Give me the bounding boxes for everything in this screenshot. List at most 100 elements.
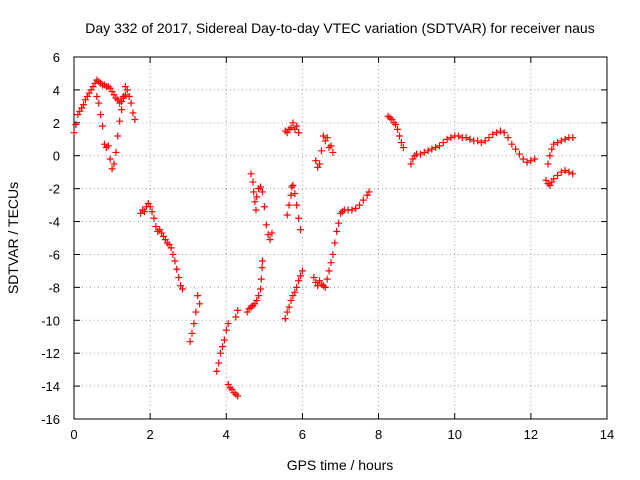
data-point — [554, 139, 562, 147]
data-point — [293, 201, 301, 209]
data-point — [462, 134, 470, 142]
data-point — [289, 119, 297, 127]
data-point — [253, 297, 261, 305]
data-point — [481, 137, 489, 145]
data-point — [217, 349, 225, 357]
data-point — [359, 196, 367, 204]
y-tick-label: -14 — [41, 379, 60, 394]
y-tick-label: -12 — [41, 346, 60, 361]
data-point — [99, 122, 107, 130]
data-point — [196, 300, 204, 308]
data-point — [544, 160, 552, 168]
data-point — [175, 273, 183, 281]
data-points — [70, 76, 577, 400]
y-tick-label: -10 — [41, 313, 60, 328]
data-point — [297, 226, 305, 234]
data-point — [148, 208, 156, 216]
data-point — [283, 211, 291, 219]
series-arc-9 — [247, 170, 276, 244]
data-point — [288, 183, 296, 191]
data-point — [283, 308, 291, 316]
data-point — [291, 288, 299, 296]
data-point — [329, 148, 337, 156]
data-point — [127, 99, 135, 107]
series-arc-11 — [283, 181, 305, 234]
data-point — [550, 175, 558, 183]
series-arc-14 — [310, 188, 373, 291]
data-point — [329, 250, 337, 258]
data-point — [504, 134, 512, 142]
data-point — [477, 139, 485, 147]
data-point — [106, 155, 114, 163]
y-tick-label: 6 — [53, 50, 60, 65]
data-point — [356, 201, 364, 209]
y-tick-label: -8 — [48, 280, 60, 295]
data-point — [258, 257, 266, 265]
data-point — [399, 144, 407, 151]
data-point — [561, 135, 569, 143]
data-point — [432, 144, 440, 151]
data-point — [110, 160, 118, 168]
plot-frame — [73, 56, 608, 420]
data-point — [500, 129, 508, 137]
data-point — [220, 336, 228, 344]
data-point — [258, 188, 266, 196]
data-point — [222, 326, 230, 334]
data-point — [489, 130, 497, 138]
data-point — [550, 140, 558, 148]
data-point — [407, 160, 415, 168]
data-point — [173, 265, 181, 273]
data-point — [392, 120, 400, 128]
data-point — [234, 392, 242, 400]
data-point — [352, 204, 360, 212]
data-point — [295, 129, 303, 137]
data-point — [264, 231, 272, 239]
data-point — [112, 148, 120, 156]
data-point — [327, 259, 335, 267]
data-point — [251, 198, 259, 206]
data-point — [257, 275, 265, 283]
data-point — [443, 135, 451, 143]
data-point — [485, 134, 493, 142]
data-point — [310, 273, 318, 281]
data-point — [260, 203, 268, 211]
data-point — [291, 190, 299, 198]
data-point — [215, 359, 223, 367]
data-point — [348, 206, 356, 214]
data-point — [447, 134, 455, 142]
data-point — [95, 99, 103, 107]
data-point — [114, 132, 122, 140]
data-point — [287, 297, 295, 305]
series-arc-18 — [542, 167, 577, 189]
data-point — [554, 171, 562, 179]
data-point — [561, 167, 569, 175]
data-point — [152, 222, 160, 230]
data-point — [150, 214, 158, 222]
data-point — [108, 165, 116, 173]
x-axis-label: GPS time / hours — [287, 457, 394, 473]
y-tick-label: 4 — [53, 83, 60, 98]
data-point — [424, 147, 432, 155]
x-tick-label: 14 — [600, 427, 614, 442]
data-point — [169, 250, 177, 258]
data-point — [519, 155, 527, 163]
y-tick-label: -16 — [41, 412, 60, 427]
data-point — [557, 137, 565, 145]
data-point — [512, 145, 520, 153]
x-tick-label: 2 — [147, 427, 154, 442]
data-point — [527, 157, 535, 165]
data-point — [188, 329, 196, 337]
series-arc-13 — [312, 132, 337, 171]
data-point — [97, 111, 105, 119]
series-arc-3 — [137, 199, 187, 293]
data-point — [257, 183, 265, 191]
data-point — [266, 236, 274, 244]
data-point — [258, 264, 266, 272]
series-arc-16 — [407, 127, 539, 168]
data-point — [569, 170, 577, 178]
x-tick-label: 12 — [524, 427, 538, 442]
y-axis-label: SDTVAR / TECUs — [5, 182, 21, 294]
data-point — [218, 343, 226, 351]
data-point — [557, 168, 565, 176]
x-tick-label: 10 — [447, 427, 461, 442]
